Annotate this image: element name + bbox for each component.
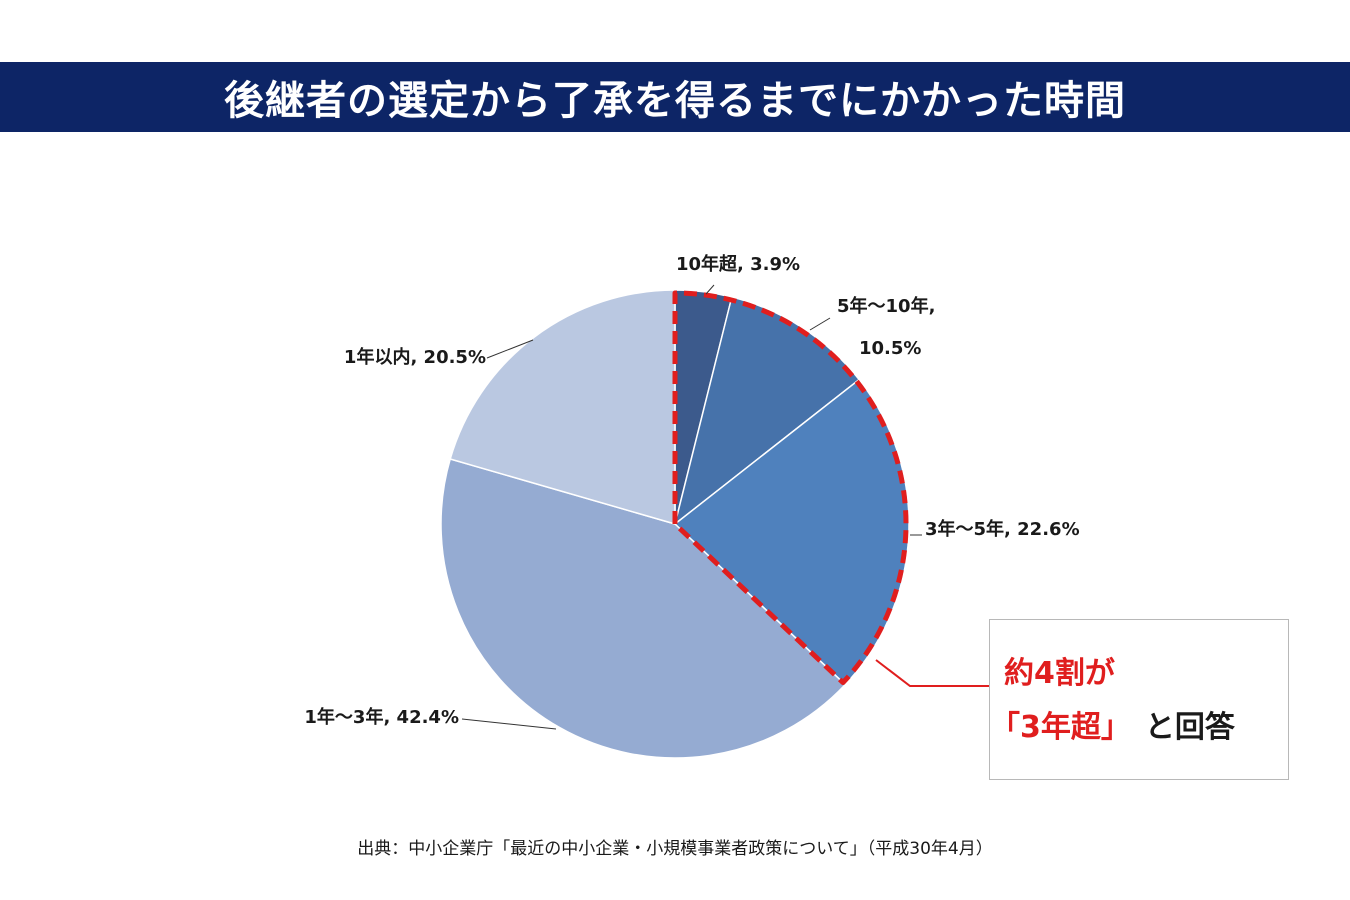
title-bar: 後継者の選定から了承を得るまでにかかった時間 [0, 62, 1350, 132]
pie-slice-4 [440, 458, 847, 759]
leader-line-1 [705, 284, 715, 295]
slice-label-4: 1年～3年, 42.4% [304, 706, 459, 728]
highlight-outline [672, 290, 909, 686]
pie-slice-3 [673, 378, 910, 686]
slice-labels: 10年超, 3.9% 5年～10年, 10.5% 3年～5年, 22.6% 1年～3年,… [304, 253, 1079, 728]
slice-label-3: 3年～5年, 22.6% [925, 518, 1080, 540]
leader-line-4 [461, 718, 557, 730]
leader-lines [461, 284, 922, 730]
callout-rest-text: と回答 [1144, 710, 1235, 745]
pie-slice-2 [673, 296, 861, 526]
slice-label-2-line2: 10.5% [859, 338, 921, 359]
slice-label-2-line1: 5年～10年, [837, 295, 935, 317]
pie-slices [440, 289, 910, 759]
callout-box: 約4割が 「3年超」 と回答 [989, 619, 1289, 780]
leader-line-2 [809, 317, 831, 331]
page-title: 後継者の選定から了承を得るまでにかかった時間 [224, 78, 1126, 124]
callout-connector [875, 659, 989, 687]
source-note: 出典：中小企業庁「最近の中小企業・小規模事業者政策について」（平成30年4月） [357, 839, 993, 859]
slice-label-1: 10年超, 3.9% [676, 253, 800, 275]
leader-line-5 [486, 339, 534, 359]
slice-label-5: 1年以内, 20.5% [344, 346, 486, 368]
highlight-group [672, 290, 989, 687]
callout-headline: 約4割が [1004, 656, 1115, 691]
callout-highlight-text: 「3年超」 [990, 710, 1131, 745]
callout-answer: 「3年超」 と回答 [990, 702, 1235, 746]
pie-slice-5 [449, 289, 676, 525]
